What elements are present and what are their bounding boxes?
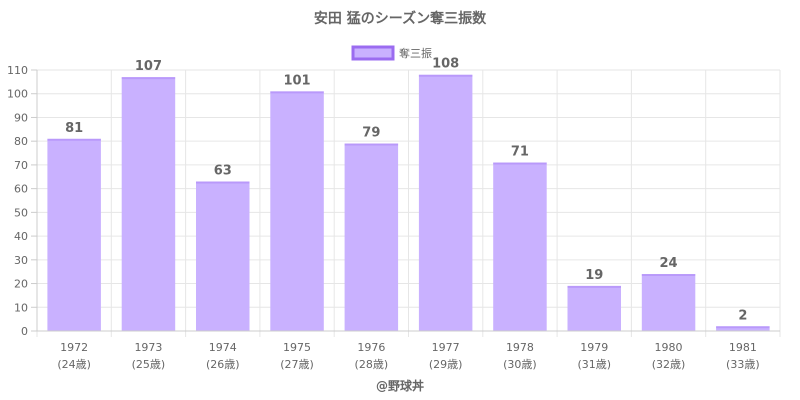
bar-1976[interactable] xyxy=(344,143,399,331)
axes: 0 10 20 30 40 50 60 70 80 90 100 110 1972 (24歳) 1973 (2… xyxy=(7,64,780,371)
chart-title: 安田 猛のシーズン奪三振数 xyxy=(314,10,487,27)
bar-1979[interactable] xyxy=(567,285,621,331)
y-tick-label: 30 xyxy=(14,254,28,267)
data-label: 71 xyxy=(511,145,529,160)
x-tick-sublabel: (26歳) xyxy=(206,358,240,371)
bar-1974[interactable] xyxy=(196,181,250,331)
x-tick-sublabel: (33歳) xyxy=(726,358,760,371)
y-tick-label: 10 xyxy=(14,301,28,314)
data-label: 101 xyxy=(283,73,310,88)
y-tick-label: 20 xyxy=(14,278,28,291)
data-labels: 81 107 63 101 79 108 71 19 24 2 xyxy=(65,57,747,324)
bar-1973[interactable] xyxy=(121,77,176,331)
bar-1978[interactable] xyxy=(493,162,547,331)
y-tick-label: 60 xyxy=(14,183,28,196)
y-tick-label: 110 xyxy=(7,64,28,77)
x-tick-label: 1976 xyxy=(357,341,385,354)
x-tick-sublabel: (31歳) xyxy=(577,358,611,371)
x-tick-label: 1973 xyxy=(134,341,162,354)
data-label: 19 xyxy=(585,268,603,283)
data-label: 79 xyxy=(362,126,380,141)
x-tick-sublabel: (27歳) xyxy=(280,358,314,371)
bar-1972[interactable] xyxy=(47,138,101,331)
x-tick-label: 1972 xyxy=(60,341,88,354)
x-tick-sublabel: (29歳) xyxy=(429,358,463,371)
bar-1977[interactable] xyxy=(418,74,473,331)
credit-label: @野球丼 xyxy=(376,378,424,393)
y-tick-label: 50 xyxy=(14,206,28,219)
bar-1980[interactable] xyxy=(641,274,696,331)
data-label: 108 xyxy=(432,57,459,72)
data-label: 107 xyxy=(135,59,162,74)
bar-1975[interactable] xyxy=(270,91,324,331)
x-tick-sublabel: (25歳) xyxy=(132,358,166,371)
y-tick-label: 70 xyxy=(14,159,28,172)
legend[interactable]: 奪三振 xyxy=(351,45,432,61)
y-tick-label: 90 xyxy=(14,111,28,124)
data-label: 63 xyxy=(214,164,232,179)
y-tick-label: 0 xyxy=(21,325,28,338)
x-tick-sublabel: (28歳) xyxy=(355,358,389,371)
y-tick-label: 40 xyxy=(14,230,28,243)
y-tick-label: 100 xyxy=(7,88,28,101)
data-label: 24 xyxy=(660,256,678,271)
x-tick-label: 1981 xyxy=(729,341,757,354)
data-label: 2 xyxy=(738,308,747,323)
bars xyxy=(47,74,770,331)
bar-1981[interactable] xyxy=(716,326,770,331)
x-tick-label: 1980 xyxy=(655,341,683,354)
x-tick-sublabel: (32歳) xyxy=(652,358,686,371)
x-tick-label: 1975 xyxy=(283,341,311,354)
x-tick-label: 1979 xyxy=(580,341,608,354)
x-tick-label: 1977 xyxy=(432,341,460,354)
legend-label: 奪三振 xyxy=(399,46,432,60)
legend-swatch xyxy=(351,45,395,61)
data-label: 81 xyxy=(65,121,83,136)
x-tick-sublabel: (30歳) xyxy=(503,358,537,371)
x-tick-sublabel: (24歳) xyxy=(57,358,91,371)
x-tick-label: 1978 xyxy=(506,341,534,354)
x-tick-label: 1974 xyxy=(209,341,237,354)
y-tick-label: 80 xyxy=(14,135,28,148)
